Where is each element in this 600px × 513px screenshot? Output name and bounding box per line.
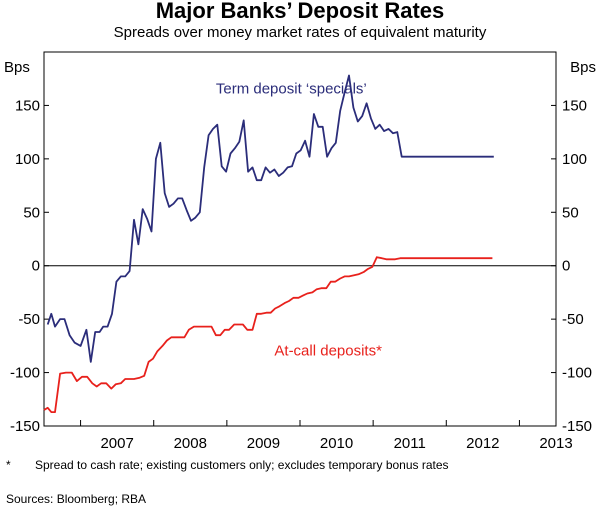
at-call-series-line — [43, 256, 493, 413]
y-tick-label-right: 150 — [562, 97, 587, 114]
x-tick-label: 2009 — [247, 435, 280, 452]
y-tick-label-left: -50 — [18, 311, 40, 328]
footnote-text: Spread to cash rate; existing customers … — [35, 458, 449, 472]
sources-note: Sources: Bloomberg; RBA — [6, 492, 147, 506]
y-tick-label-right: -100 — [562, 365, 592, 382]
plot-frame — [43, 51, 557, 427]
chart-subtitle: Spreads over money market rates of equiv… — [113, 24, 487, 41]
y-tick-label-left: 100 — [15, 151, 40, 168]
x-tick-label: 2011 — [394, 435, 426, 452]
y-tick-label-left: -150 — [10, 418, 40, 435]
footnote-marker: * — [6, 458, 11, 472]
labels-layer: -150 -150 -100 -100 -50 -50 0 0 50 50 100 100 150 150… — [4, 59, 596, 452]
term-deposit-series-label: Term deposit ‘specials’ — [216, 81, 367, 98]
x-tick-label: 2010 — [320, 435, 353, 452]
x-tick-label: 2007 — [100, 435, 133, 452]
x-tick-label: 2012 — [466, 435, 499, 452]
series-layer — [43, 74, 494, 413]
y-tick-label-right: 0 — [562, 258, 570, 275]
y-tick-label-right: -150 — [562, 418, 592, 435]
x-tick-label: 2008 — [174, 435, 207, 452]
y-tick-label-left: 150 — [15, 97, 40, 114]
y-tick-label-left: -100 — [10, 365, 40, 382]
x-tick-label: 2013 — [539, 435, 572, 452]
y-axis-unit-left: Bps — [4, 59, 30, 76]
y-tick-label-right: 50 — [562, 204, 579, 221]
axes-layer — [43, 51, 557, 427]
term-deposit-series-line — [46, 74, 494, 363]
y-tick-label-right: 100 — [562, 151, 587, 168]
y-tick-label-right: -50 — [562, 311, 584, 328]
chart-title: Major Banks’ Deposit Rates — [155, 0, 445, 23]
at-call-series-label: At-call deposits* — [274, 342, 382, 359]
y-tick-label-left: 50 — [23, 204, 40, 221]
y-axis-unit-right: Bps — [570, 59, 596, 76]
y-tick-label-left: 0 — [32, 258, 40, 275]
